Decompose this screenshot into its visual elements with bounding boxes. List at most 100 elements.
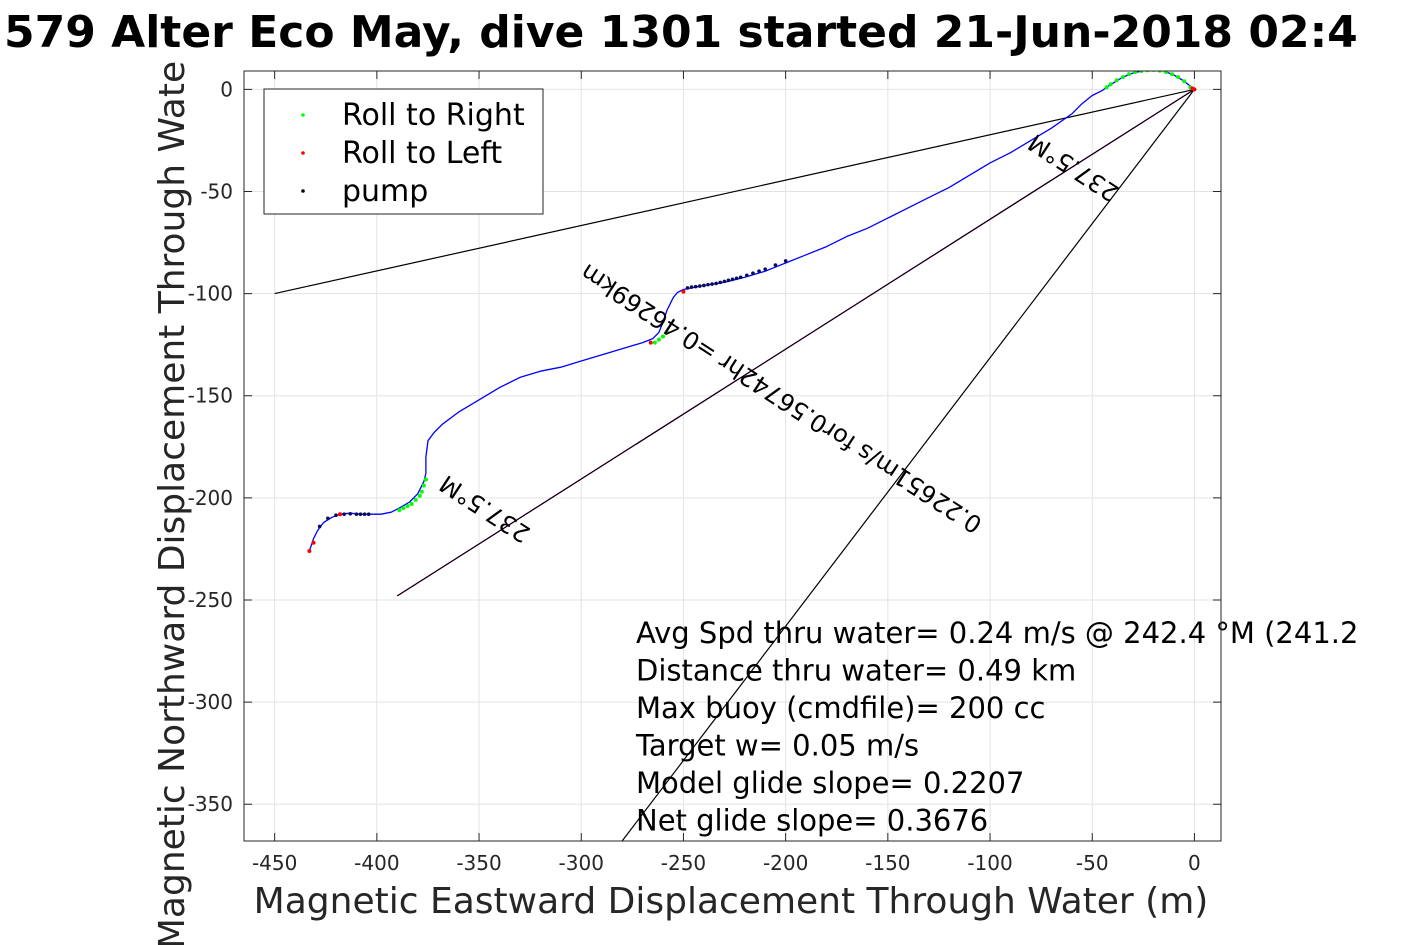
x-axis-label: Magnetic Eastward Displacement Through W… <box>254 881 1209 922</box>
roll-left-point <box>648 340 653 345</box>
reference-line <box>396 88 1195 597</box>
pump-point <box>710 282 714 286</box>
roll-left-point <box>307 548 312 553</box>
pump-point <box>334 513 338 518</box>
pump-point <box>722 279 727 284</box>
y-axis-label: Magnetic Northward Displacement Through … <box>152 61 193 945</box>
roll-right-point <box>1104 85 1109 90</box>
pump-point <box>685 286 690 290</box>
roll-right-point <box>1182 79 1187 84</box>
roll-right-point <box>421 483 426 488</box>
y-tick-label: -250 <box>188 588 233 612</box>
pump-point <box>783 259 788 263</box>
x-tick-label: -150 <box>865 851 910 875</box>
pump-point <box>354 512 359 517</box>
roll-right-point <box>423 477 428 482</box>
reference-lines <box>274 88 1195 841</box>
track-layer <box>308 71 1195 552</box>
legend-label: Roll to Left <box>342 136 502 171</box>
y-tick-label: -50 <box>200 180 233 204</box>
reference-line <box>274 88 1195 295</box>
info-text-block: Avg Spd thru water= 0.24 m/s @ 242.4 °M … <box>635 616 1358 838</box>
pump-point <box>693 284 698 289</box>
pump-point <box>773 263 778 267</box>
reference-line <box>621 89 1195 841</box>
roll-right-point <box>1145 71 1150 73</box>
chart-title: 579 Alter Eco May, dive 1301 started 21-… <box>4 7 1358 58</box>
roll-right-point <box>661 334 666 339</box>
roll-right-point <box>413 497 418 502</box>
x-tick-label: -100 <box>967 851 1012 875</box>
plot-layer <box>274 71 1197 841</box>
roll-right-point <box>397 508 402 513</box>
legend-marker <box>301 189 305 193</box>
pump-point <box>734 276 739 281</box>
roll-right-point <box>409 501 414 506</box>
marker-layer <box>307 71 1197 553</box>
pump-point <box>738 275 743 280</box>
pump-point <box>342 512 346 517</box>
pump-point <box>702 283 706 288</box>
pump-point <box>689 285 694 289</box>
roll-left-point <box>681 289 686 294</box>
roll-right-point <box>656 337 661 342</box>
y-tick-label: -200 <box>188 486 233 510</box>
pump-point <box>706 282 710 287</box>
info-line: Max buoy (cmdfile)= 200 cc <box>636 691 1045 725</box>
roll-left-point <box>311 540 316 545</box>
y-tick-label: -300 <box>188 690 233 714</box>
roll-right-point <box>1169 72 1174 77</box>
x-tick-label: -200 <box>763 851 808 875</box>
legend-label: Roll to Right <box>342 98 525 133</box>
plot-frame <box>243 70 1222 842</box>
y-axis-ticks: 0 -50 -100 -150 -200 -250 -300 -350 <box>188 77 1221 816</box>
pump-point <box>366 512 371 517</box>
roll-left-point <box>1192 87 1197 92</box>
pump-point <box>726 278 731 283</box>
x-tick-label: -400 <box>354 851 399 875</box>
roll-right-point <box>1120 75 1125 80</box>
legend-box <box>263 88 544 215</box>
y-tick-label: -150 <box>188 384 233 408</box>
pump-point <box>317 524 322 529</box>
info-line: Avg Spd thru water= 0.24 m/s @ 242.4 °M … <box>636 616 1358 650</box>
pump-point <box>697 284 702 288</box>
roll-right-point <box>1133 71 1138 75</box>
legend-marker <box>301 151 305 155</box>
x-tick-label: -300 <box>559 851 604 875</box>
info-line: Net glide slope= 0.3676 <box>636 804 988 838</box>
info-line: Model glide slope= 0.2207 <box>636 766 1024 800</box>
pump-point <box>362 512 367 517</box>
roll-right-point <box>1176 75 1181 80</box>
y-tick-label: 0 <box>220 77 233 101</box>
info-line: Target w= 0.05 m/s <box>635 729 919 763</box>
roll-right-point <box>1108 82 1113 87</box>
pump-point <box>326 516 330 521</box>
x-tick-label: -50 <box>1076 851 1109 875</box>
pump-point <box>730 277 735 282</box>
roll-right-point <box>405 504 410 509</box>
pump-point <box>718 280 723 285</box>
roll-right-point <box>417 493 422 498</box>
roll-right-point <box>665 330 670 335</box>
roll-left-point <box>338 512 343 517</box>
roll-right-point <box>652 340 657 345</box>
info-line: Distance thru water= 0.49 km <box>636 654 1076 688</box>
pump-point <box>751 271 755 276</box>
pump-point <box>757 269 761 273</box>
y-tick-label: -100 <box>188 282 233 306</box>
pump-point <box>348 512 353 516</box>
x-tick-label: -450 <box>252 851 297 875</box>
pump-point <box>714 281 718 286</box>
y-tick-label: -350 <box>188 792 233 816</box>
roll-right-point <box>1114 78 1119 83</box>
pump-point <box>763 267 768 271</box>
roll-right-point <box>401 506 406 511</box>
track-line <box>308 71 1195 552</box>
legend-marker <box>301 113 305 117</box>
pump-point <box>358 512 363 517</box>
x-tick-label: -250 <box>661 851 706 875</box>
